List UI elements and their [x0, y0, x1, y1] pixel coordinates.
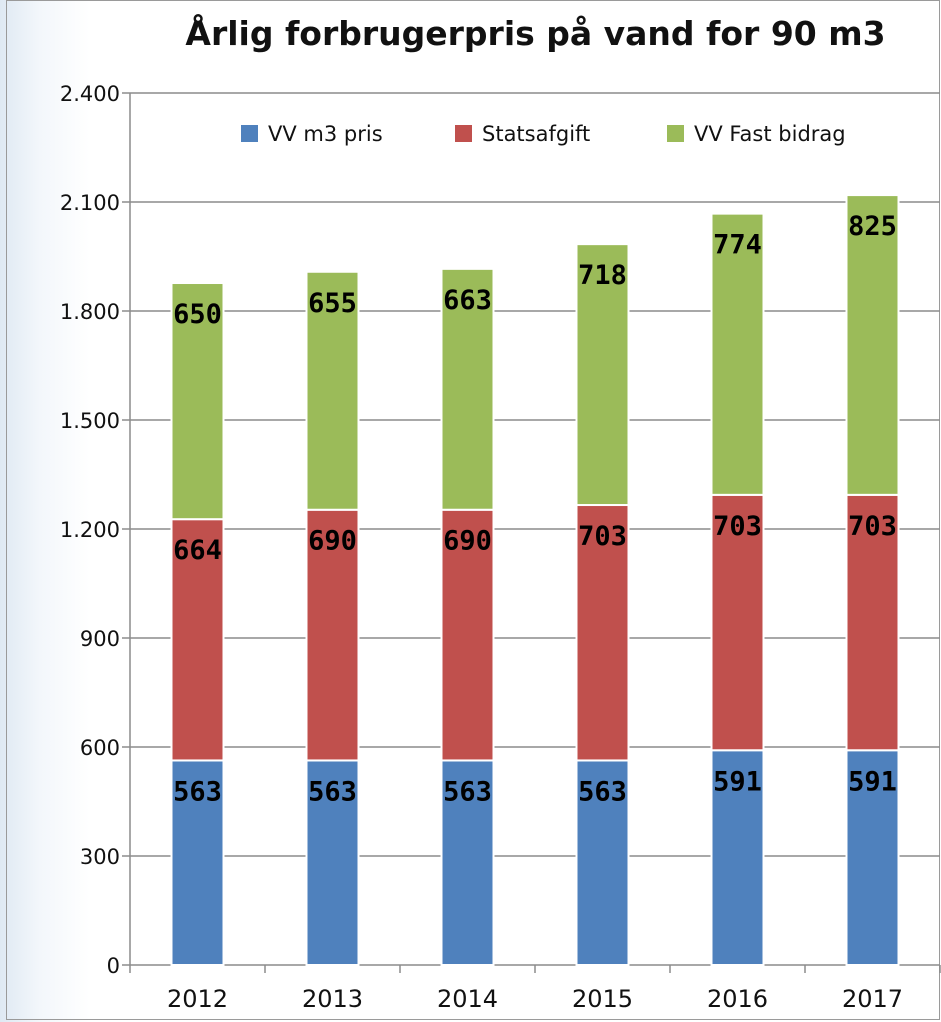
bar-segment	[305, 270, 360, 511]
data-label: 591	[848, 766, 897, 797]
y-tick-label: 600	[80, 736, 120, 760]
data-label: 563	[173, 776, 222, 807]
x-tick-label: 2015	[572, 985, 633, 1013]
chart-frame	[6, 0, 940, 1020]
y-tick-label: 300	[80, 845, 120, 869]
y-tick-label: 1.200	[60, 518, 120, 542]
y-tick-label: 900	[80, 627, 120, 651]
bar-segment	[845, 493, 900, 752]
data-label: 663	[443, 285, 492, 316]
chart-title: Årlig forbrugerpris på vand for 90 m3	[185, 14, 886, 53]
x-tick-label: 2016	[707, 985, 768, 1013]
bar-segment	[170, 282, 225, 521]
bar-segment	[575, 243, 630, 507]
bar-segment	[170, 759, 225, 967]
y-tick-label: 0	[107, 954, 120, 978]
data-label: 563	[308, 776, 357, 807]
bar-segment	[845, 749, 900, 967]
data-label: 655	[308, 288, 357, 319]
bar-segment	[305, 759, 360, 967]
data-label: 703	[578, 521, 627, 552]
data-label: 703	[713, 511, 762, 542]
data-label: 703	[848, 511, 897, 542]
legend-swatch	[455, 125, 472, 142]
legend-swatch	[667, 125, 684, 142]
x-tick-label: 2012	[167, 985, 228, 1013]
y-tick-label: 1.500	[60, 409, 120, 433]
y-tick-label: 1.800	[60, 300, 120, 324]
bar-segment	[710, 493, 765, 752]
x-tick-label: 2013	[302, 985, 363, 1013]
data-label: 774	[713, 230, 762, 261]
data-label: 563	[443, 776, 492, 807]
bar-segment	[575, 759, 630, 967]
data-label: 664	[173, 535, 222, 566]
bar-segment	[440, 508, 495, 762]
legend-label: VV Fast bidrag	[694, 122, 846, 146]
bar-segment	[170, 518, 225, 762]
bar-segment	[440, 267, 495, 511]
bar-segment	[305, 508, 360, 762]
data-label: 825	[848, 211, 897, 242]
legend-swatch	[241, 125, 258, 142]
y-tick-label: 2.400	[60, 82, 120, 106]
legend-label: VV m3 pris	[268, 122, 383, 146]
data-label: 563	[578, 776, 627, 807]
data-label: 718	[578, 260, 627, 291]
x-tick-label: 2017	[842, 985, 903, 1013]
x-tick-label: 2014	[437, 985, 498, 1013]
data-label: 591	[713, 766, 762, 797]
data-label: 690	[308, 526, 357, 557]
bar-segment	[710, 749, 765, 967]
y-tick-label: 2.100	[60, 191, 120, 215]
data-label: 690	[443, 526, 492, 557]
bar-segment	[845, 194, 900, 496]
bar-segment	[575, 504, 630, 762]
legend-label: Statsafgift	[482, 122, 590, 146]
data-label: 650	[173, 299, 222, 330]
bar-segment	[710, 212, 765, 496]
